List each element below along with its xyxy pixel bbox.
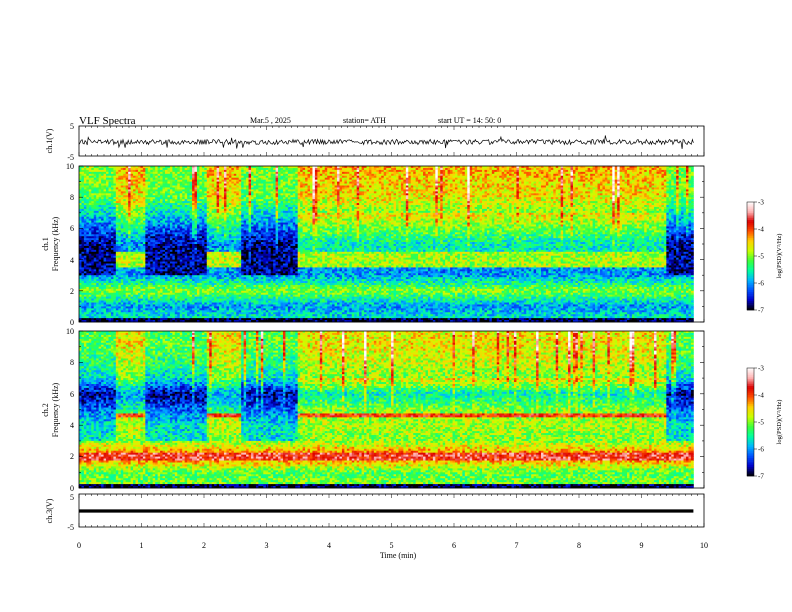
date-label: Mar.5 , 2025	[250, 116, 291, 125]
ch1-waveform-panel: 5 -5 ch.1(V)	[45, 122, 704, 162]
figure-title: VLF Spectra	[79, 115, 136, 127]
ch1-spectrogram-panel: 0 2 4 6 8 10 ch.1 Frequency (kHz)	[41, 162, 704, 327]
ch1-spectrogram-heatmap	[79, 166, 694, 322]
ch1-ylabel: ch.1(V)	[45, 128, 54, 153]
start-time-label: start UT = 14: 50: 0	[438, 116, 501, 125]
station-label: station= ATH	[343, 116, 386, 125]
ch1-ytick-top: 5	[70, 122, 74, 131]
ch1-ytick-bottom: -5	[67, 153, 74, 162]
